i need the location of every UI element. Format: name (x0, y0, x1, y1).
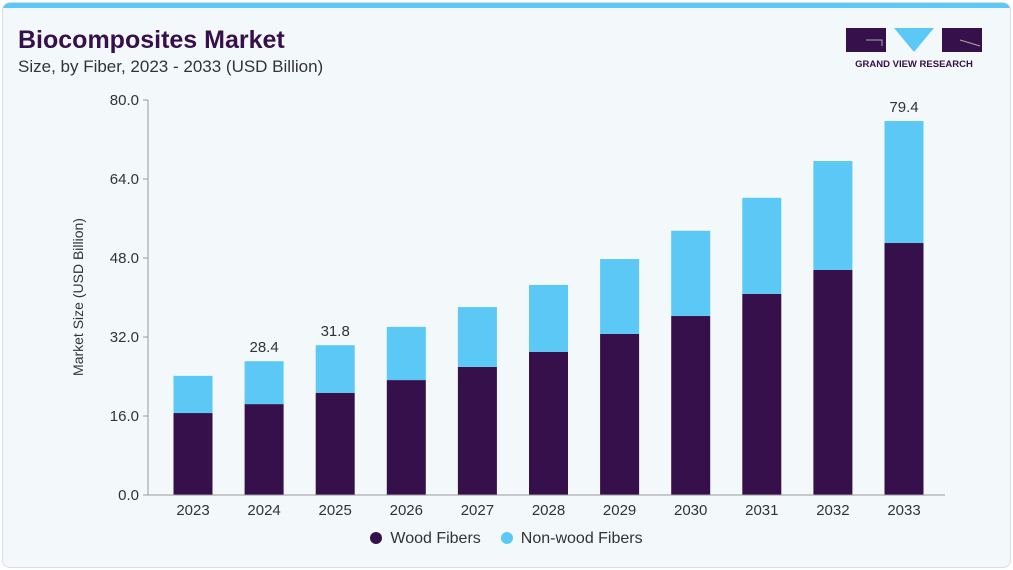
accent-stripe (3, 3, 1010, 8)
bar-non-wood-fibers-2029 (600, 259, 640, 334)
bar-wood-fibers-2032 (813, 269, 853, 495)
bar-wood-fibers-2031 (742, 293, 782, 495)
chart-title: Biocomposites Market (18, 26, 285, 54)
bar-non-wood-fibers-2024 (244, 361, 284, 405)
x-tick-label: 2026 (390, 502, 423, 519)
x-tick-label: 2024 (247, 502, 280, 519)
legend: Wood Fibers Non-wood Fibers (0, 530, 1013, 548)
legend-item-non-wood-fibers: Non-wood Fibers (500, 530, 643, 548)
y-tick-label: 64.0 (110, 171, 139, 188)
x-tick-label: 2023 (176, 502, 209, 519)
y-tick-label: 48.0 (110, 250, 139, 267)
bar-non-wood-fibers-2033 (884, 121, 924, 244)
chart-subtitle: Size, by Fiber, 2023 - 2033 (USD Billion… (18, 57, 324, 76)
bar-non-wood-fibers-2027 (457, 307, 497, 367)
bar-non-wood-fibers-2023 (173, 375, 213, 414)
bar-wood-fibers-2030 (671, 316, 711, 495)
bar-non-wood-fibers-2030 (671, 230, 711, 317)
x-tick-label: 2027 (461, 502, 494, 519)
legend-item-wood-fibers: Wood Fibers (370, 530, 481, 548)
x-tick-label: 2031 (745, 502, 778, 519)
y-tick-label: 0.0 (118, 487, 139, 504)
x-tick-label: 2032 (816, 502, 849, 519)
data-label-2024: 28.4 (249, 339, 278, 356)
legend-dot-icon (370, 532, 383, 544)
svg-text:GRAND VIEW RESEARCH: GRAND VIEW RESEARCH (855, 59, 973, 70)
data-label-2033: 79.4 (889, 99, 918, 116)
grand-view-research-logo: GRAND VIEW RESEARCH (846, 28, 982, 70)
bar-non-wood-fibers-2031 (742, 197, 782, 294)
bar-wood-fibers-2024 (244, 404, 284, 495)
bar-wood-fibers-2026 (386, 380, 426, 495)
x-tick-label: 2025 (319, 502, 352, 519)
y-tick-label: 32.0 (110, 329, 139, 346)
bar-non-wood-fibers-2026 (386, 326, 426, 381)
legend-dot-icon (500, 532, 513, 544)
legend-label: Non-wood Fibers (520, 530, 643, 547)
bar-non-wood-fibers-2028 (529, 284, 568, 352)
legend-label: Wood Fibers (390, 530, 481, 547)
bar-wood-fibers-2033 (884, 243, 924, 495)
bar-wood-fibers-2029 (600, 333, 640, 495)
x-tick-label: 2033 (887, 502, 920, 519)
bar-non-wood-fibers-2025 (315, 345, 355, 393)
y-axis-label: Market Size (USD Billion) (70, 218, 86, 376)
data-label-2025: 31.8 (321, 323, 350, 340)
x-tick-label: 2028 (532, 502, 565, 519)
y-tick-label: 16.0 (110, 408, 139, 425)
bar-wood-fibers-2025 (315, 392, 355, 495)
bar-wood-fibers-2023 (173, 413, 213, 495)
bar-non-wood-fibers-2032 (813, 161, 853, 270)
bar-wood-fibers-2027 (457, 366, 497, 495)
x-tick-label: 2030 (674, 502, 707, 519)
bar-wood-fibers-2028 (529, 351, 568, 495)
y-tick-label: 80.0 (110, 92, 139, 109)
x-tick-label: 2029 (603, 502, 636, 519)
